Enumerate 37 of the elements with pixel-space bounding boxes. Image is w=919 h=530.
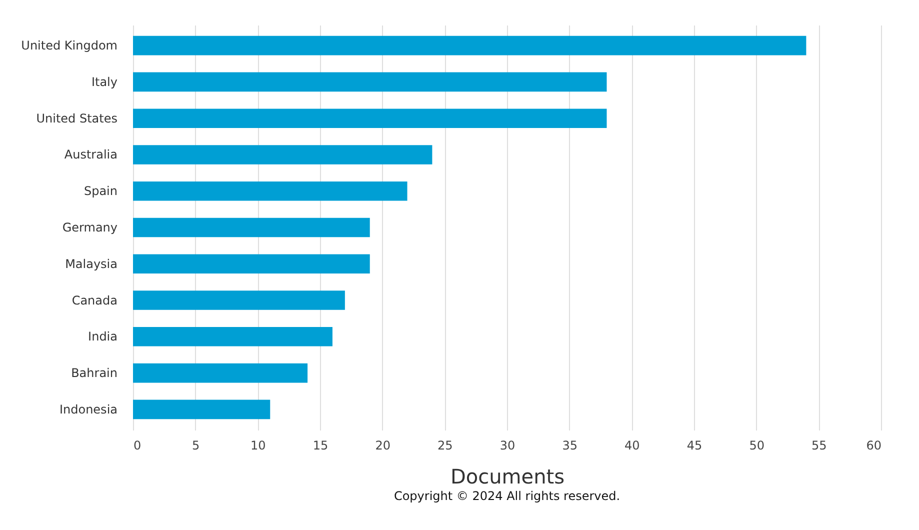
x-tick-label: 25 xyxy=(438,438,453,452)
y-tick-label: Canada xyxy=(72,293,118,308)
bar xyxy=(133,254,370,274)
y-tick-label: Australia xyxy=(64,148,118,162)
y-tick-label: Malaysia xyxy=(65,256,118,271)
bar xyxy=(133,36,806,56)
bar xyxy=(133,327,332,346)
x-tick-label: 30 xyxy=(500,438,516,452)
x-tick-label: 0 xyxy=(134,438,142,452)
y-tick-label: Bahrain xyxy=(71,366,118,380)
y-tick-label: Germany xyxy=(62,220,118,234)
bar xyxy=(133,108,607,128)
x-tick-label: 60 xyxy=(866,438,882,452)
y-tick-label: Spain xyxy=(84,184,118,198)
x-tick-label: 20 xyxy=(375,438,390,452)
bar xyxy=(133,400,270,420)
x-tick-label: 5 xyxy=(192,438,200,452)
x-tick-label: 15 xyxy=(312,438,328,452)
text: Copyright © 2024 All rights reserved. xyxy=(394,489,620,503)
bar xyxy=(133,145,432,164)
y-tick-label: United Kingdom xyxy=(21,38,118,53)
x-tick-label: 35 xyxy=(562,438,578,452)
x-tick-label: 45 xyxy=(686,438,702,452)
bar xyxy=(133,181,408,201)
x-tick-label: 50 xyxy=(749,438,764,452)
bar xyxy=(133,72,607,92)
y-tick-label: Indonesia xyxy=(59,402,118,416)
y-tick-label: India xyxy=(88,330,118,344)
bar xyxy=(133,290,345,310)
x-tick-label: 55 xyxy=(812,438,827,452)
x-tick-label: 40 xyxy=(624,438,640,452)
bar xyxy=(133,218,370,238)
x-tick-label: 10 xyxy=(250,438,266,452)
bar xyxy=(133,363,308,383)
x-axis-title: Documents xyxy=(450,464,565,488)
y-tick-label: United States xyxy=(36,111,118,126)
y-tick-label: Italy xyxy=(91,74,118,89)
